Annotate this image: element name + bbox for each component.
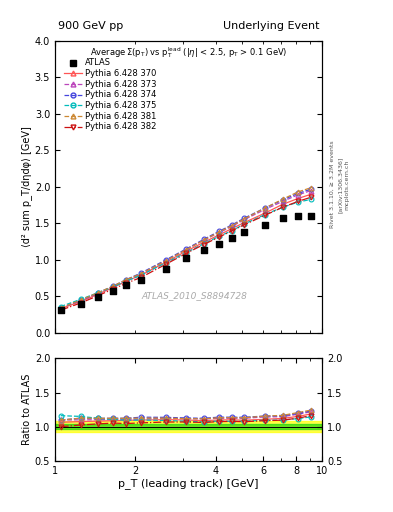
Bar [55,421,322,432]
Text: 900 GeV pp: 900 GeV pp [58,21,123,31]
Point [57,306,64,314]
Point [241,228,247,236]
Y-axis label: ⟨d² sum p_T/dηdφ⟩ [GeV]: ⟨d² sum p_T/dηdφ⟩ [GeV] [21,126,32,247]
Point [123,281,130,289]
Point [138,276,144,284]
Bar [55,424,322,430]
Point [78,300,84,308]
Y-axis label: Ratio to ATLAS: Ratio to ATLAS [22,374,32,445]
Point [295,212,301,220]
Legend: ATLAS, Pythia 6.428 370, Pythia 6.428 373, Pythia 6.428 374, Pythia 6.428 375, P: ATLAS, Pythia 6.428 370, Pythia 6.428 37… [62,57,158,133]
Point [262,221,268,229]
Point [163,265,169,273]
Point [229,234,235,242]
Point [308,212,314,220]
Text: mcplots.cern.ch: mcplots.cern.ch [344,159,349,209]
Point [200,246,207,254]
Point [110,287,116,295]
X-axis label: p_T (leading track) [GeV]: p_T (leading track) [GeV] [118,478,259,489]
Text: ATLAS_2010_S8894728: ATLAS_2010_S8894728 [141,291,247,300]
Point [95,293,101,301]
Point [279,214,286,222]
Text: [arXiv:1306.3436]: [arXiv:1306.3436] [338,156,342,212]
Text: Rivet 3.1.10, ≥ 3.2M events: Rivet 3.1.10, ≥ 3.2M events [330,140,334,228]
Text: Underlying Event: Underlying Event [223,21,320,31]
Point [216,240,222,248]
Text: Average$\,\Sigma$(p$_\mathregular{T}$) vs p$_\mathregular{T}^\mathregular{lead}$: Average$\,\Sigma$(p$_\mathregular{T}$) v… [90,46,287,60]
Point [183,254,189,263]
